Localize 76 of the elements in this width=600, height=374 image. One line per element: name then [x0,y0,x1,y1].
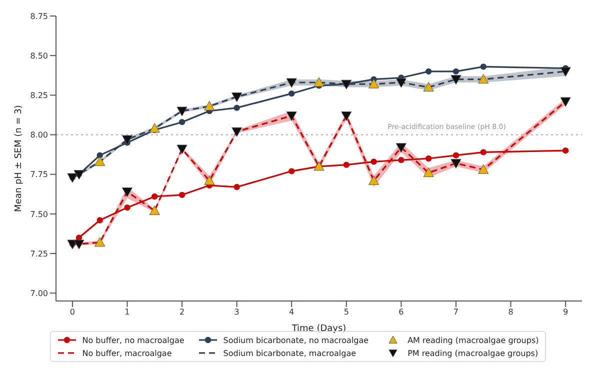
point [398,156,404,164]
point [396,143,406,153]
point [423,168,434,177]
point [152,193,158,200]
y-tick-label: 7.00 [30,288,48,298]
legend-label: AM reading (macroalgae groups) [408,336,539,344]
point [560,97,571,107]
point [452,68,460,75]
point [178,118,186,126]
point [314,77,324,87]
y-tick-label: 8.50 [30,51,48,60]
point [234,184,240,190]
point [122,188,132,197]
y-axis-title: Mean pH ± SEM (n = 3) [14,105,24,212]
y-tick-label: 8.00 [30,130,48,140]
x-tick-label: 7 [453,308,459,317]
legend-label: No buffer, macroalgae [82,348,172,358]
point [74,240,84,250]
point [450,75,462,85]
x-tick-label: 4 [289,308,294,317]
point [480,64,486,70]
point [478,74,489,84]
point [178,192,186,198]
point [234,104,240,111]
y-tick-label: 7.50 [30,210,48,219]
point [149,206,160,215]
point [232,92,242,102]
point [94,156,106,166]
point [425,155,432,162]
point [122,135,132,145]
point [450,159,462,168]
point [478,164,489,174]
point [176,144,188,154]
point [288,90,295,97]
point [425,68,432,75]
point [149,123,160,133]
point [452,152,460,158]
x-axis-title: Time (Days) [290,324,346,334]
x-tick-label: 9 [563,308,568,317]
point [288,168,295,174]
point [286,78,297,88]
point [204,175,215,185]
point [423,82,434,92]
point [74,170,84,180]
point [94,237,106,247]
point [370,158,377,165]
point [562,147,569,154]
legend-label: PM reading (macroalgae groups) [408,348,538,358]
y-tick-label: 7.25 [30,249,48,258]
x-tick-label: 3 [234,308,240,317]
point [368,175,380,185]
point [396,78,406,88]
point [124,204,130,211]
point [368,78,380,88]
point [343,162,350,168]
point [341,80,352,90]
point [341,112,352,121]
x-tick-label: 2 [179,308,185,317]
y-tick-label: 8.25 [30,91,48,100]
point [232,127,242,137]
x-tick-label: 5 [344,308,349,317]
x-tick-label: 6 [398,308,404,317]
point [560,67,571,77]
point [480,149,486,156]
x-tick-label: 0 [70,308,75,317]
x-tick-label: 8 [508,308,514,317]
point [96,217,103,224]
legend-label: Sodium bicarbonate, no macroalgae [223,336,369,344]
point [176,106,188,116]
y-tick-label: 8.75 [30,12,48,21]
point [204,101,215,110]
legend-label: No buffer, no macroalgae [82,336,184,344]
point [286,112,297,121]
x-tick-label: 1 [124,308,130,317]
legend-label: Sodium bicarbonate, macroalgae [223,348,356,358]
y-tick-label: 7.75 [30,170,48,180]
